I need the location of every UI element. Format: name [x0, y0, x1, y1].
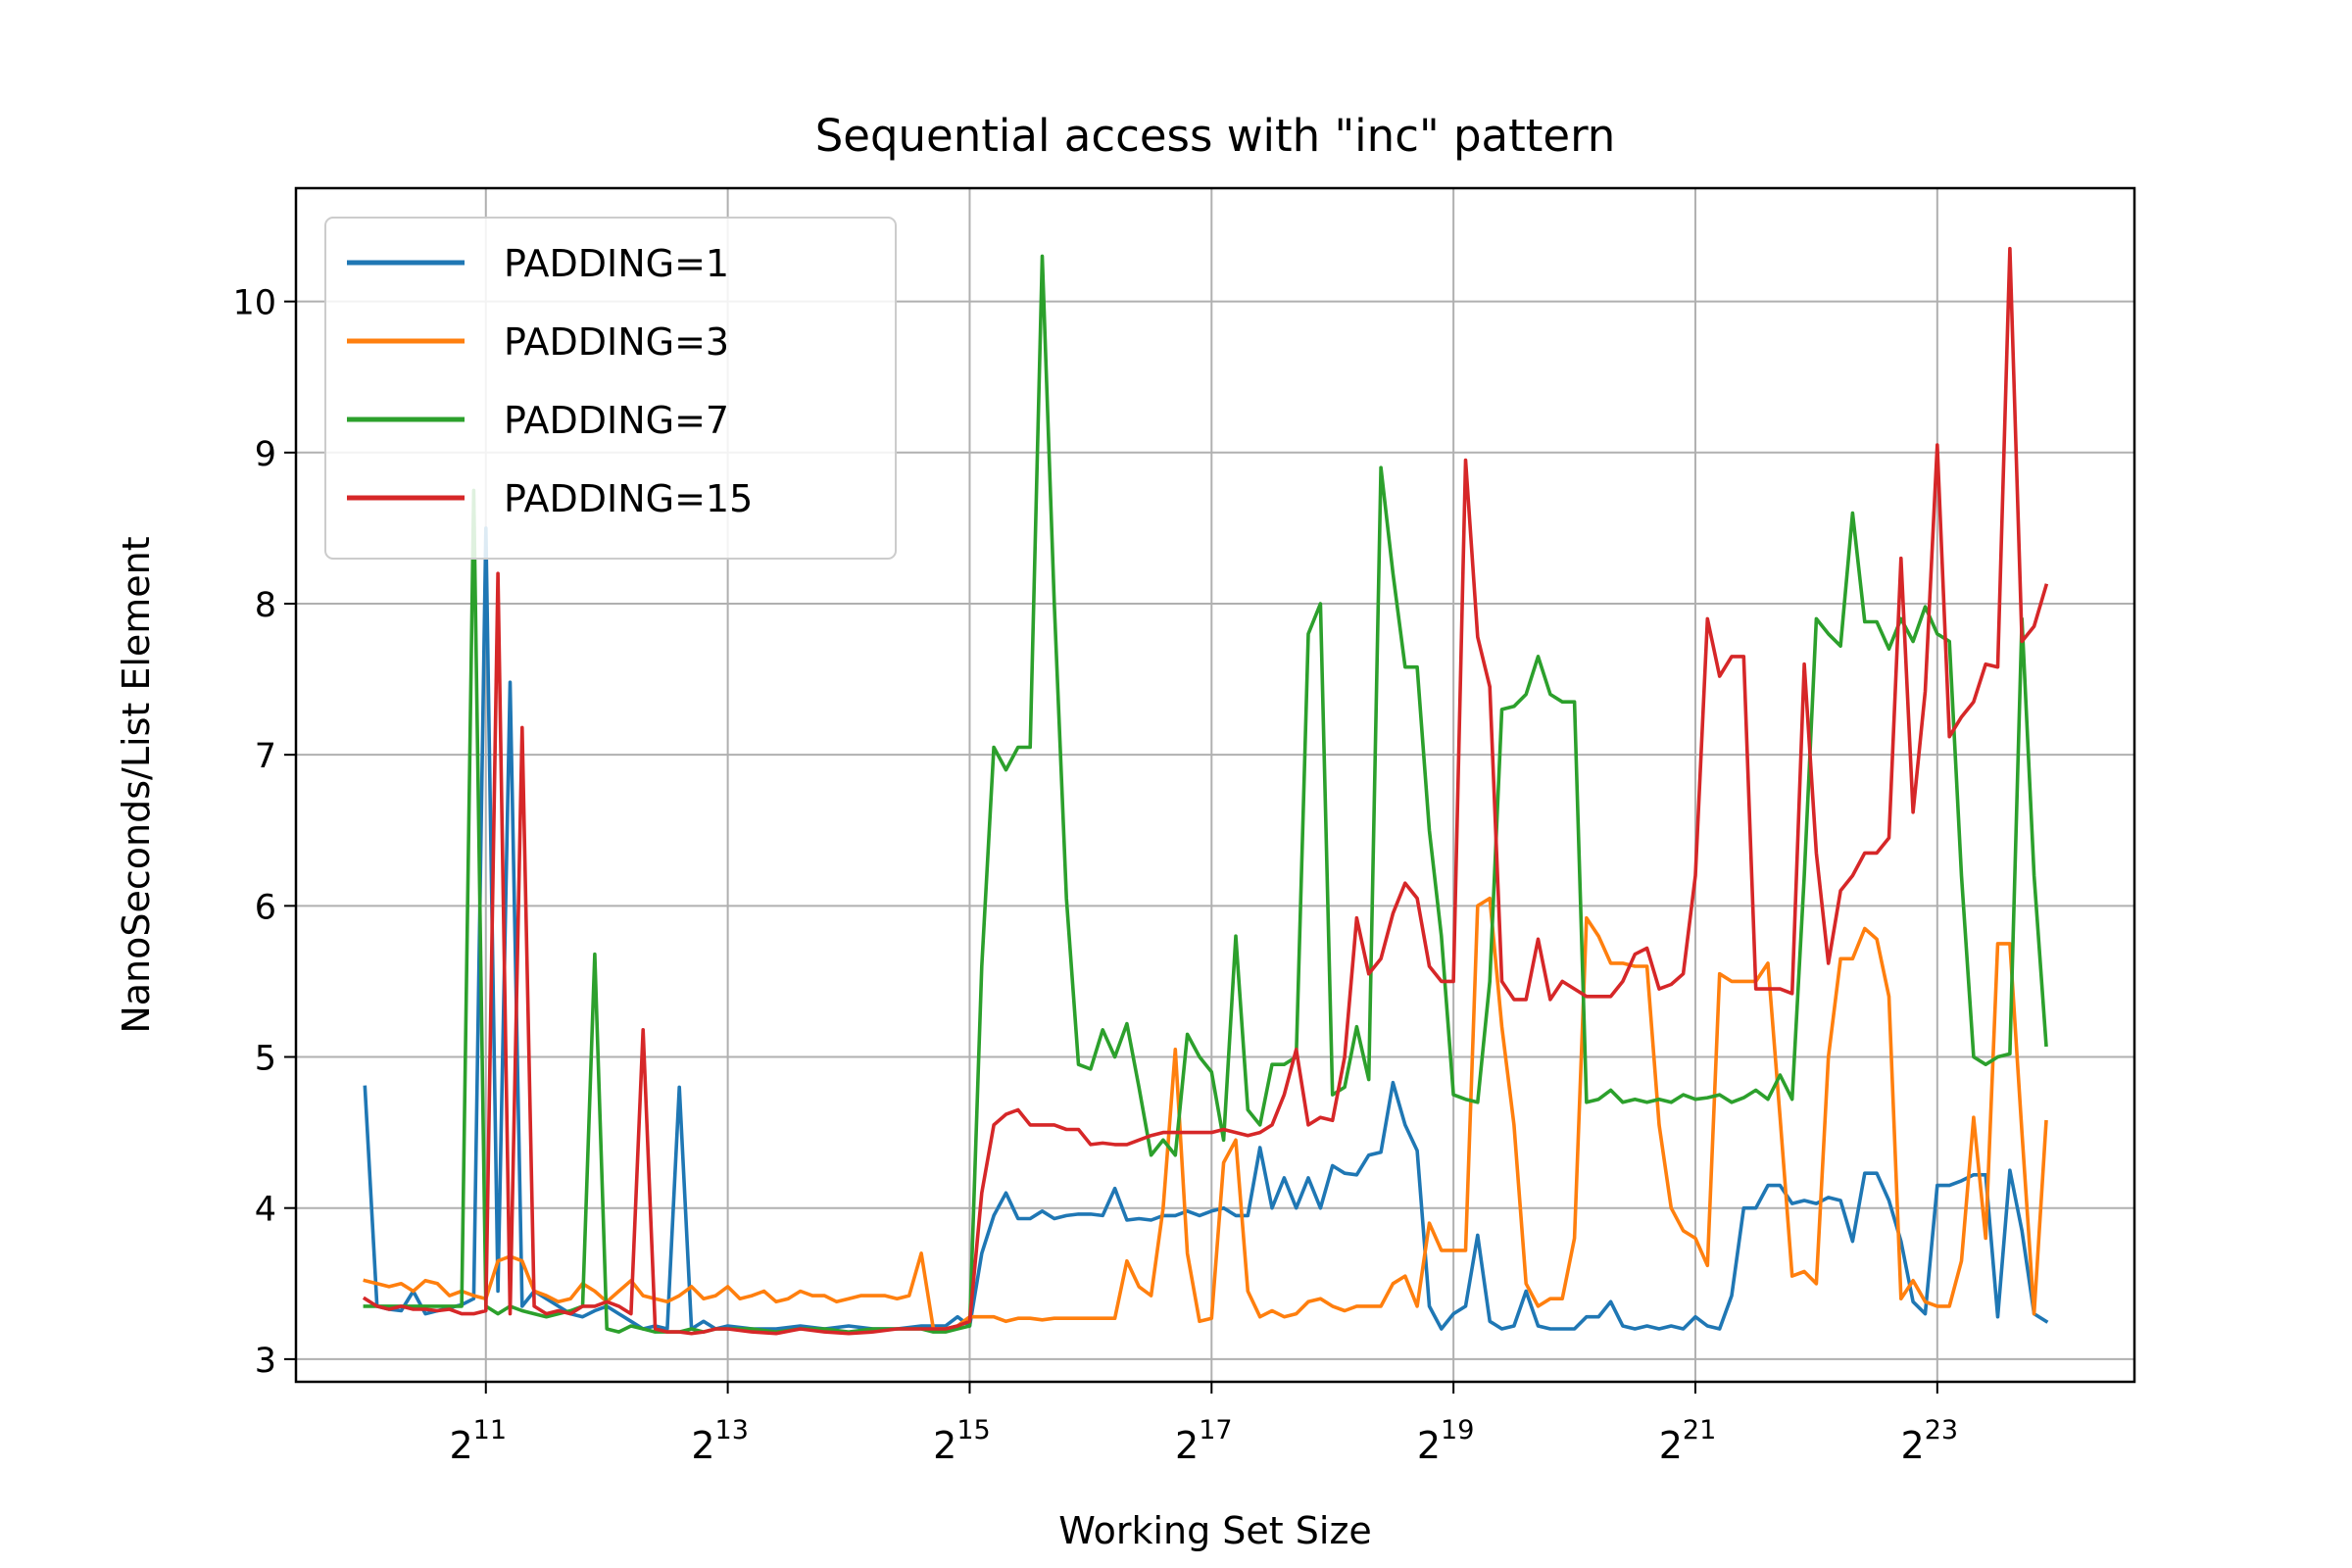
chart-title: Sequential access with "inc" pattern — [815, 110, 1616, 162]
legend-label: PADDING=3 — [504, 320, 729, 364]
y-tick-label: 5 — [255, 1040, 276, 1079]
series-line-padding-7 — [363, 254, 2048, 1334]
x-tick-label: 215 — [933, 1415, 991, 1467]
y-tick-label: 3 — [255, 1342, 276, 1381]
x-tick-label: 217 — [1175, 1415, 1233, 1467]
legend-box — [324, 217, 897, 560]
legend-label: PADDING=15 — [504, 477, 753, 520]
y-tick-label: 9 — [255, 435, 276, 474]
x-axis-title: Working Set Size — [1058, 1509, 1372, 1552]
y-tick-label: 10 — [232, 284, 276, 323]
series-line-padding-15 — [362, 246, 2049, 1336]
legend-label: PADDING=1 — [504, 242, 729, 285]
x-tick-label: 211 — [449, 1415, 507, 1467]
y-axis-title: NanoSeconds/List Element — [115, 536, 158, 1033]
series-line-padding-3 — [363, 896, 2048, 1331]
legend: PADDING=1 PADDING=3 PADDING=7 PADDING=15 — [324, 217, 897, 560]
x-tick-label: 223 — [1901, 1415, 1959, 1467]
ticks: 211 213 215 217 219 221 223 3 4 5 6 7 8 9 10 — [232, 284, 1958, 1467]
y-tick-label: 8 — [255, 586, 276, 625]
y-tick-label: 4 — [255, 1191, 276, 1230]
y-tick-label: 7 — [255, 737, 276, 776]
series-group — [362, 246, 2049, 1336]
legend-label: PADDING=7 — [504, 399, 729, 442]
plot-area-frame — [294, 186, 2136, 1384]
x-tick-label: 219 — [1417, 1415, 1475, 1467]
y-tick-label: 6 — [255, 888, 276, 927]
x-tick-label: 213 — [691, 1415, 749, 1467]
x-tick-label: 221 — [1659, 1415, 1717, 1467]
